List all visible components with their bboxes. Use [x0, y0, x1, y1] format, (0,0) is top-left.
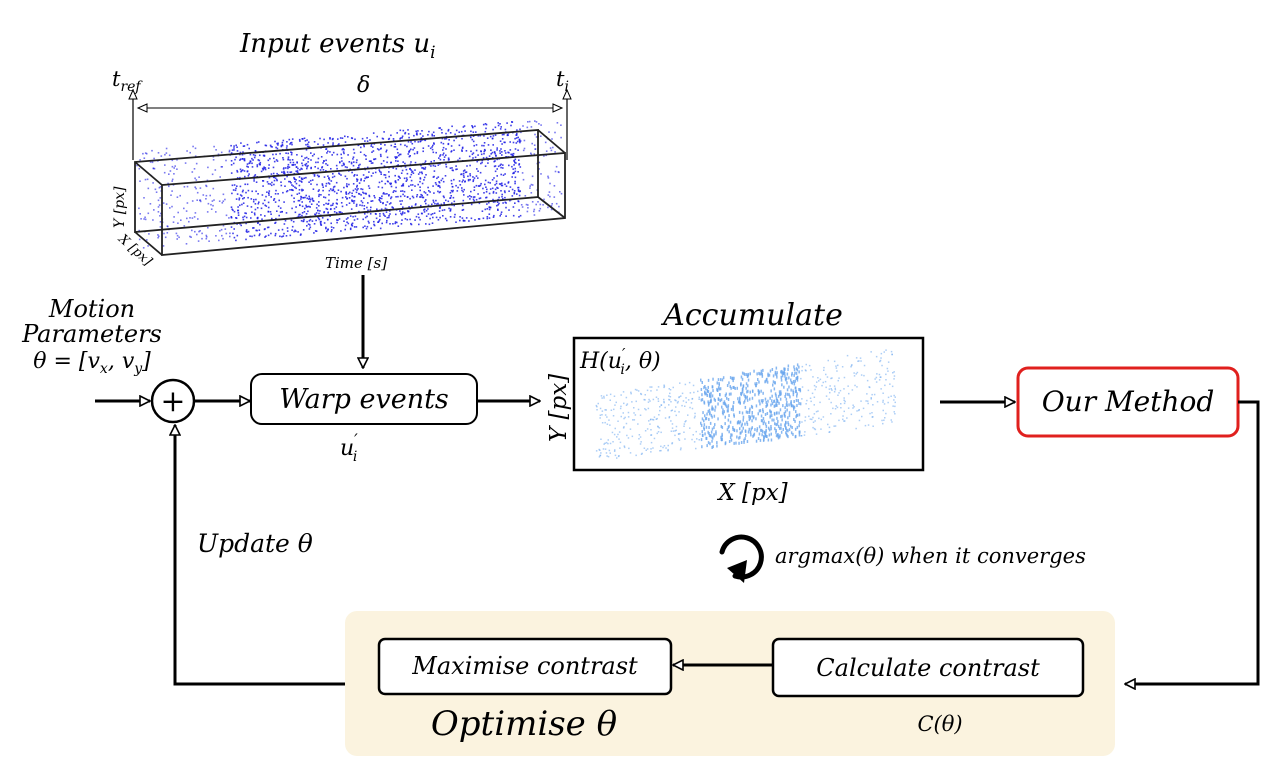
accumulate-y-axis-label: Y [px]: [546, 374, 572, 442]
motion-theta-eq: θ = [vx, vy]: [33, 349, 151, 377]
time-axis-label: Time [s]: [325, 254, 387, 272]
maximise-contrast-box: [377, 637, 673, 696]
t-ref-tick-head: [128, 88, 138, 100]
warp-events-box: [250, 373, 478, 425]
event-volume-box: [134, 129, 566, 256]
delta-label: δ: [357, 73, 370, 98]
event-cloud: [136, 120, 563, 249]
motion-label-line2: Parameters: [21, 320, 162, 348]
maximise-contrast-label: Maximise contrast: [411, 652, 638, 680]
calculate-contrast-box: [771, 637, 1085, 698]
calculate-contrast-label: Calculate contrast: [816, 654, 1040, 682]
accumulated-image: [595, 349, 896, 459]
accumulate-panel: [572, 336, 925, 472]
input-y-axis-label: Y [px]: [112, 186, 128, 228]
converge-label: argmax(θ) when it converges: [775, 544, 1086, 568]
t-i-tick-head: [562, 88, 572, 100]
accumulate-title: Accumulate: [660, 298, 843, 333]
delta-arrow-left: [136, 103, 148, 113]
delta-arrow-right: [552, 103, 564, 113]
t-i-label: ti: [556, 67, 569, 95]
our-method-label: Our Method: [1042, 385, 1215, 418]
warp-output-label: u′ i: [340, 430, 358, 465]
h-label: H(u′ i, θ): [579, 345, 661, 378]
sum-node-symbol: +: [160, 384, 185, 419]
warp-events-label: Warp events: [279, 384, 449, 415]
accumulate-x-axis-label: X [px]: [716, 480, 787, 506]
update-theta-label: Update θ: [197, 529, 313, 558]
t-ref-label: tref: [112, 67, 143, 95]
converge-loop-icon: [719, 534, 764, 583]
arrow-method-to-calculate: [1125, 400, 1260, 684]
c-theta-label: C(θ): [917, 712, 962, 736]
input-x-axis-label: X [px]: [115, 231, 156, 270]
optimise-theta-label: Optimise θ: [431, 704, 617, 744]
input-events-title: Input events ui: [239, 29, 436, 63]
motion-label-line1: Motion: [48, 295, 135, 323]
arrow-maximise-to-sum: [175, 425, 345, 686]
